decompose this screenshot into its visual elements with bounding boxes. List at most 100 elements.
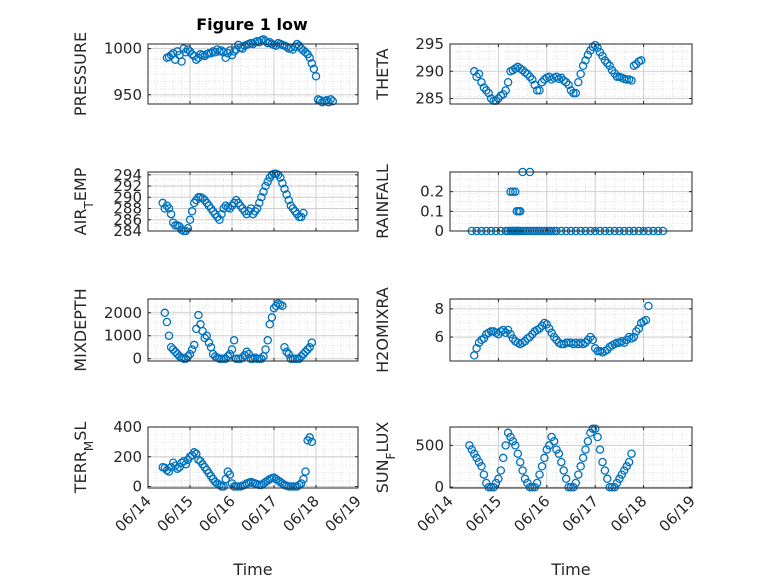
y-tick-label: 284 xyxy=(113,222,142,240)
data-point xyxy=(501,86,510,95)
data-point xyxy=(225,349,235,359)
data-point xyxy=(576,462,585,471)
data-point xyxy=(600,56,610,65)
data-point xyxy=(503,325,513,335)
data-point xyxy=(583,50,593,60)
data-point xyxy=(472,453,481,463)
axes-box xyxy=(449,298,693,362)
data-point xyxy=(271,474,281,484)
data-point xyxy=(244,349,254,359)
data-point xyxy=(269,303,279,313)
data-point xyxy=(185,349,195,359)
data-point xyxy=(588,424,598,433)
data-point xyxy=(496,466,506,475)
axes-box xyxy=(147,298,359,362)
data-point xyxy=(566,482,576,492)
data-point xyxy=(574,470,583,479)
data-point xyxy=(267,313,277,322)
data-point xyxy=(598,51,607,61)
data-point xyxy=(610,482,619,492)
data-point xyxy=(566,86,576,95)
data-point xyxy=(305,53,314,63)
data-point xyxy=(557,457,566,467)
y-axis-label: H2OMIXRA xyxy=(373,287,392,373)
data-point xyxy=(523,478,532,488)
data-point xyxy=(494,474,503,484)
data-point xyxy=(162,317,172,327)
data-point xyxy=(276,173,285,182)
axes-box xyxy=(449,43,693,105)
data-point xyxy=(482,86,491,95)
data-point xyxy=(469,67,479,76)
data-point xyxy=(593,432,602,442)
data-point xyxy=(482,478,491,488)
data-point xyxy=(181,354,191,363)
data-point xyxy=(305,342,314,352)
y-tick-label: 0 xyxy=(132,350,142,368)
data-point xyxy=(598,457,607,467)
x-tick-label: 06/16 xyxy=(510,492,553,535)
data-point xyxy=(282,190,291,199)
data-point xyxy=(282,347,291,357)
data-point xyxy=(204,338,214,347)
data-point xyxy=(607,482,617,492)
data-point xyxy=(299,474,308,484)
data-point xyxy=(192,55,201,64)
y-axis-label: TERRMSL xyxy=(71,422,96,495)
data-point xyxy=(581,445,590,454)
data-point xyxy=(227,345,237,354)
data-point xyxy=(619,466,629,475)
data-point xyxy=(301,48,310,57)
data-point xyxy=(489,482,498,492)
data-point xyxy=(535,470,544,479)
y-tick-label: 950 xyxy=(113,86,142,104)
data-series xyxy=(469,40,646,105)
data-point xyxy=(535,324,544,333)
data-point xyxy=(513,449,523,458)
data-point xyxy=(603,58,612,68)
data-point xyxy=(511,441,520,450)
data-point xyxy=(326,95,335,104)
data-point xyxy=(571,88,581,98)
data-point xyxy=(508,187,518,196)
data-point xyxy=(569,88,578,98)
x-tick-label: 06/16 xyxy=(196,492,239,535)
data-point xyxy=(164,331,174,340)
data-point xyxy=(229,336,239,345)
axes-box xyxy=(147,426,359,489)
data-point xyxy=(328,96,338,106)
subplot-8: 0 500 06/14 06/15 06/16 06/17 06/18 06/19 SUNFLU… xyxy=(373,422,699,579)
data-point xyxy=(225,46,235,55)
data-point xyxy=(472,72,481,81)
data-point xyxy=(525,482,535,492)
data-point xyxy=(246,204,256,213)
data-point xyxy=(503,77,513,87)
data-point xyxy=(479,470,489,479)
y-tick-label: 285 xyxy=(415,90,444,108)
subplot-1: 950 1000 PRESSURE xyxy=(71,32,359,116)
y-axis-label: AIRTEMP xyxy=(71,167,96,235)
x-tick-label: 06/14 xyxy=(414,492,457,535)
y-tick-label: 2000 xyxy=(104,304,142,322)
data-point xyxy=(535,86,544,95)
data-series xyxy=(158,169,308,236)
data-point xyxy=(600,466,610,475)
x-tick-label: 06/19 xyxy=(322,492,365,535)
data-point xyxy=(632,327,641,336)
data-point xyxy=(309,64,319,74)
y-axis-label: MIXDEPTH xyxy=(71,288,90,371)
data-point xyxy=(590,424,600,433)
data-point xyxy=(515,207,525,216)
x-axis-label: Time xyxy=(232,560,272,579)
data-point xyxy=(465,441,474,450)
data-point xyxy=(552,72,561,81)
data-point xyxy=(278,301,287,311)
y-tick-label: 288 xyxy=(113,200,142,218)
axes-box xyxy=(449,171,693,232)
data-point xyxy=(484,88,493,98)
data-point xyxy=(194,310,203,320)
data-point xyxy=(192,449,201,459)
data-point xyxy=(271,301,281,311)
data-point xyxy=(542,320,552,329)
data-point xyxy=(221,201,230,210)
